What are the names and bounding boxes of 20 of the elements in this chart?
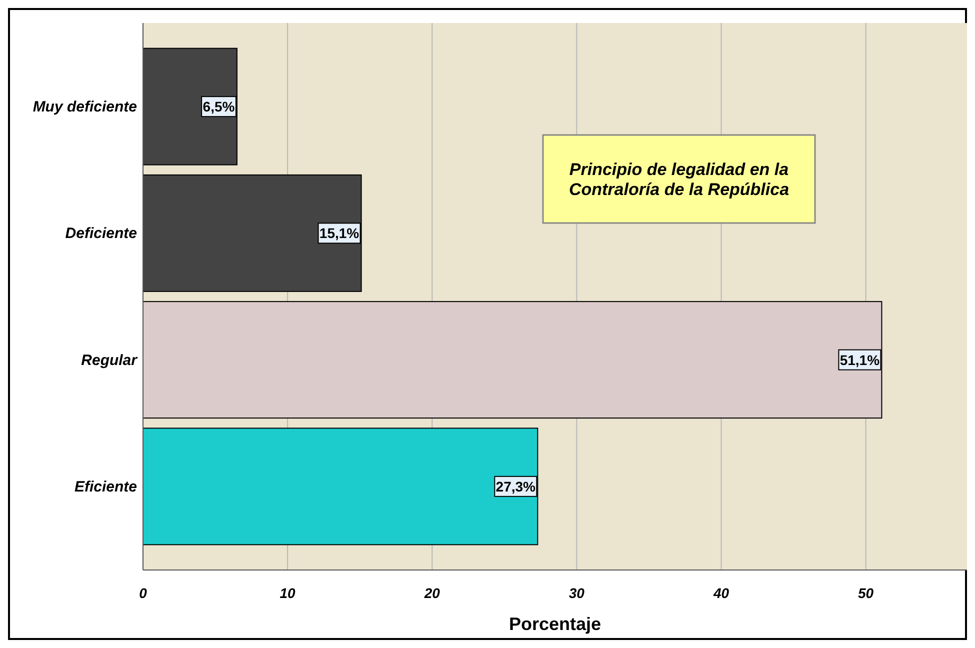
y-tick-label: Regular: [81, 352, 138, 369]
y-tick-label: Deficiente: [65, 225, 137, 242]
bar: [142, 48, 238, 166]
data-label: 6,5%: [202, 98, 236, 115]
data-label: 51,1%: [840, 352, 880, 368]
annotation: Principio de legalidad en la Contraloría de la República: [568, 160, 790, 199]
x-tick-label: 10: [280, 585, 296, 601]
bar: [142, 174, 362, 292]
bar: [142, 301, 882, 419]
x-tick-label: 50: [858, 585, 874, 601]
x-tick-label: 0: [139, 585, 148, 601]
x-axis-title: Porcentaje: [508, 614, 602, 634]
x-tick-label: 30: [568, 585, 585, 601]
data-label: 15,1%: [319, 225, 360, 242]
bar: [142, 428, 538, 546]
x-tick-label: 40: [712, 585, 730, 601]
y-tick-label: Muy deficiente: [32, 98, 137, 116]
x-tick-label: 20: [423, 585, 440, 601]
y-tick-label: Eficiente: [74, 478, 137, 496]
data-label: 27,3%: [496, 478, 536, 494]
